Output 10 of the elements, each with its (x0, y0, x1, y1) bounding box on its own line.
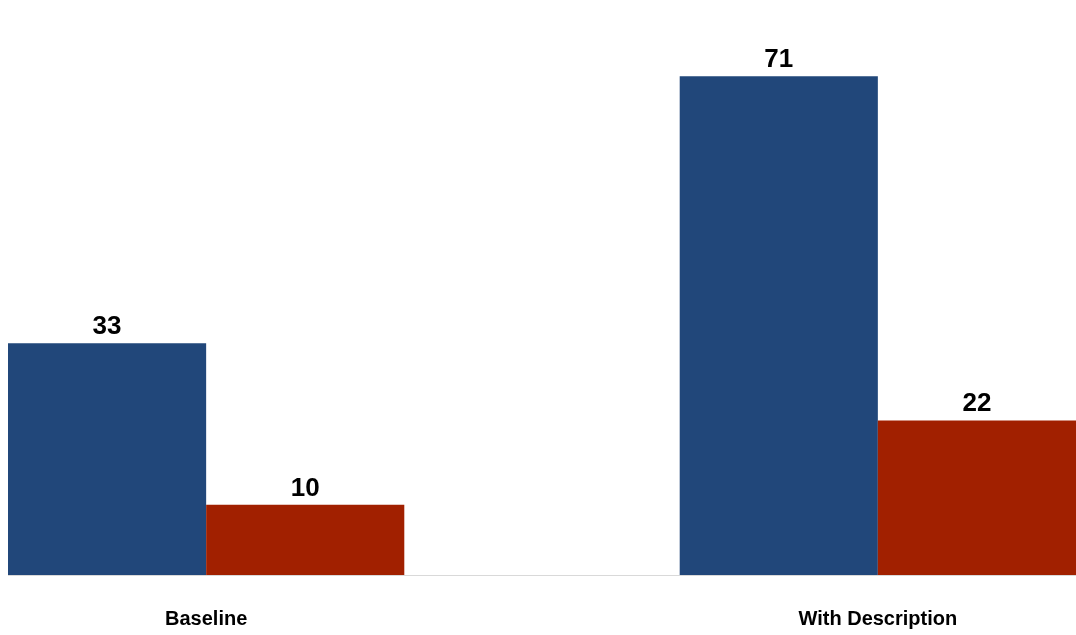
x-tick-label: With Description (798, 607, 958, 629)
bar (679, 76, 878, 575)
bar (877, 420, 1076, 575)
bar (206, 504, 405, 575)
data-label: 71 (764, 43, 794, 74)
data-label: 33 (92, 310, 122, 341)
x-tick-label: Baseline (165, 607, 248, 629)
bar (8, 343, 207, 575)
data-label: 10 (290, 471, 320, 502)
data-label: 22 (962, 387, 992, 418)
